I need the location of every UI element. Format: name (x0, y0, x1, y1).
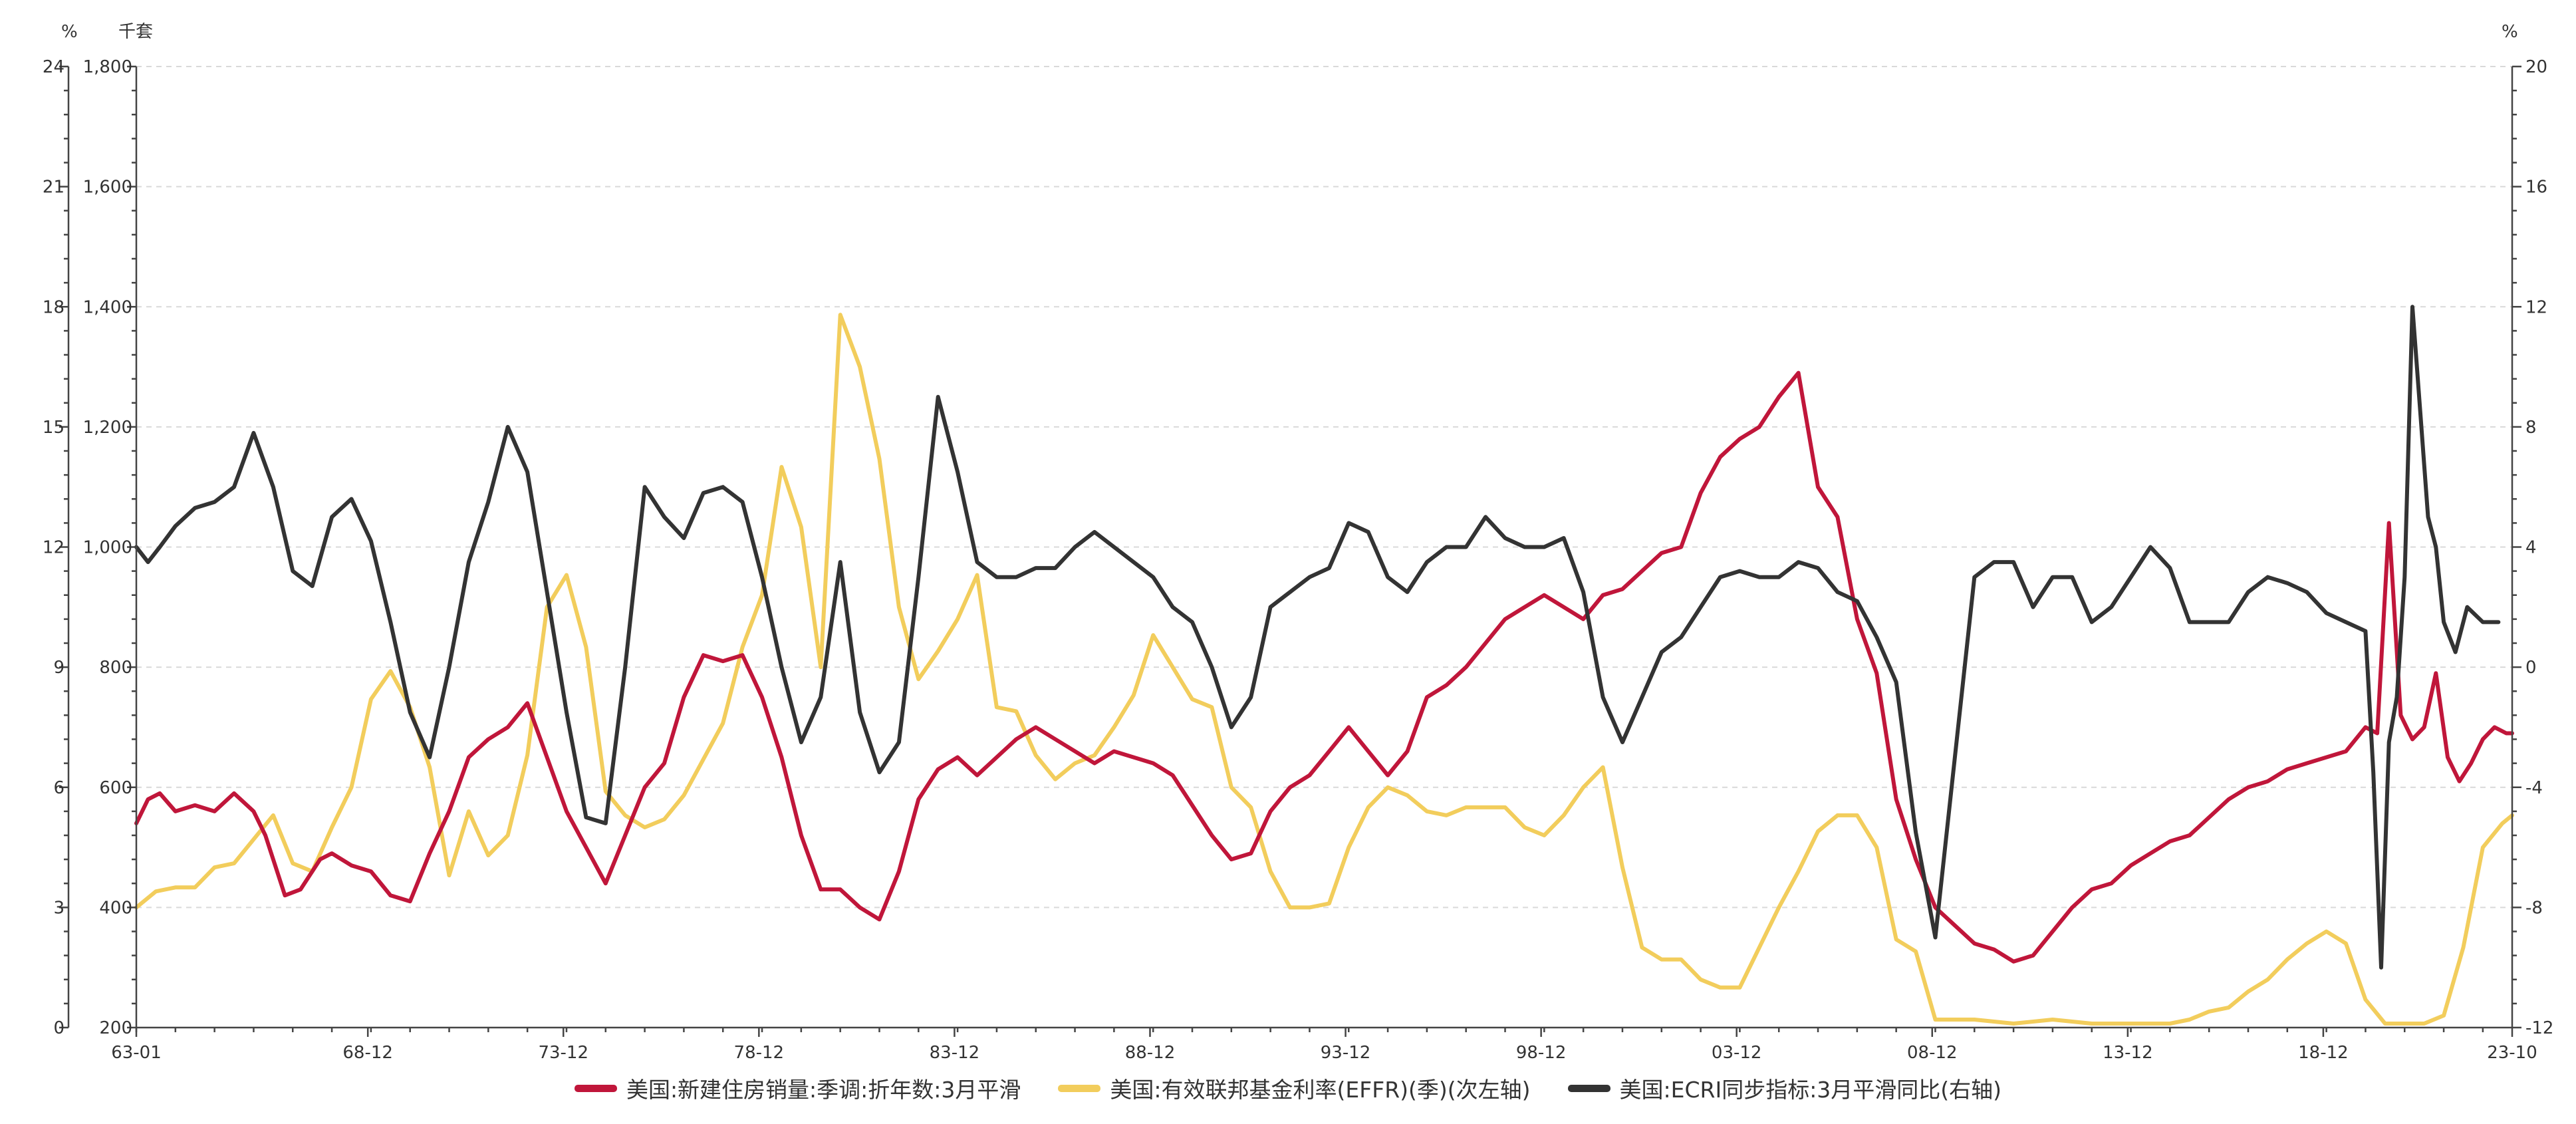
left-inner-axis-tick-label: 1,600 (83, 178, 132, 198)
effr-line (134, 313, 2514, 1026)
legend-label-ecri: 美国:ECRI同步指标:3月平滑同比(右轴) (1619, 1077, 2002, 1103)
right-axis-tick-label: 0 (2525, 658, 2537, 678)
new-home-sales-line (134, 370, 2514, 964)
right-axis-tick-label: 16 (2525, 178, 2547, 198)
right-axis-tick-label: -12 (2525, 1018, 2553, 1038)
left-inner-axis-tick-label: 800 (99, 658, 132, 678)
x-axis-tick-label: 73-12 (538, 1043, 588, 1063)
legend-swatch-effr (1058, 1084, 1101, 1092)
left-outer-axis-tick-label: 15 (43, 418, 64, 438)
left-inner-axis-tick-label: 400 (99, 898, 132, 918)
left-inner-axis-tick-label: 1,400 (83, 297, 132, 317)
x-axis-tick-label: 63-01 (111, 1043, 162, 1063)
left-outer-axis-tick-label: 21 (43, 178, 64, 198)
left-outer-axis-tick-label: 9 (53, 658, 64, 678)
series-lines (134, 305, 2514, 1026)
legend-item-new-home-sales: 美国:新建住房销量:季调:折年数:3月平滑 (574, 1072, 1021, 1104)
gridlines (136, 66, 2512, 909)
left-inner-axis-tick-label: 1,200 (83, 418, 132, 438)
axes: 036912151821242004006008001,0001,2001,40… (43, 57, 2554, 1063)
right-axis-tick-label: 20 (2525, 57, 2547, 77)
right-unit: % (2502, 22, 2518, 42)
x-axis-tick-label: 68-12 (342, 1043, 393, 1063)
x-axis-tick-label: 03-12 (1712, 1043, 1762, 1063)
right-axis-tick-label: 8 (2525, 418, 2537, 438)
left-inner-axis-tick-label: 600 (99, 778, 132, 798)
right-axis-tick-label: 12 (2525, 297, 2547, 317)
legend-item-effr: 美国:有效联邦基金利率(EFFR)(季)(次左轴) (1058, 1072, 1531, 1104)
right-axis-tick-label: -8 (2525, 898, 2543, 918)
legend: 美国:新建住房销量:季调:折年数:3月平滑 美国:有效联邦基金利率(EFFR)(… (0, 1072, 2576, 1104)
x-axis-tick-label: 98-12 (1516, 1043, 1567, 1063)
x-axis-tick-label: 23-10 (2487, 1043, 2537, 1063)
legend-item-ecri: 美国:ECRI同步指标:3月平滑同比(右轴) (1567, 1072, 2002, 1104)
left-inner-axis-tick-label: 1,000 (83, 538, 132, 558)
x-axis-tick-label: 08-12 (1907, 1043, 1958, 1063)
legend-label-new-home-sales: 美国:新建住房销量:季调:折年数:3月平滑 (626, 1077, 1021, 1103)
left-outer-axis-tick-label: 3 (53, 898, 64, 918)
x-axis-tick-label: 78-12 (734, 1043, 785, 1063)
legend-swatch-ecri (1567, 1084, 1610, 1092)
x-axis-tick-label: 13-12 (2103, 1043, 2153, 1063)
ecri-line (134, 305, 2501, 970)
left-outer-axis-tick-label: 12 (43, 538, 64, 558)
left-outer-axis-tick-label: 24 (43, 57, 64, 77)
left-outer-axis-tick-label: 6 (53, 778, 64, 798)
left-outer-unit: % (61, 22, 78, 42)
left-inner-axis-tick-label: 1,800 (83, 57, 132, 77)
legend-label-effr: 美国:有效联邦基金利率(EFFR)(季)(次左轴) (1110, 1077, 1531, 1103)
x-axis-tick-label: 83-12 (930, 1043, 980, 1063)
legend-swatch-new-home-sales (574, 1084, 617, 1092)
x-axis-tick-label: 93-12 (1321, 1043, 1371, 1063)
right-axis-tick-label: -4 (2525, 778, 2543, 798)
left-inner-unit: 千套 (118, 22, 153, 42)
left-outer-axis-tick-label: 18 (43, 297, 64, 317)
left-outer-axis-tick-label: 0 (53, 1018, 64, 1038)
right-axis-tick-label: 4 (2525, 538, 2537, 558)
left-inner-axis-tick-label: 200 (99, 1018, 132, 1038)
x-axis-tick-label: 18-12 (2298, 1043, 2349, 1063)
x-axis-tick-label: 88-12 (1125, 1043, 1176, 1063)
